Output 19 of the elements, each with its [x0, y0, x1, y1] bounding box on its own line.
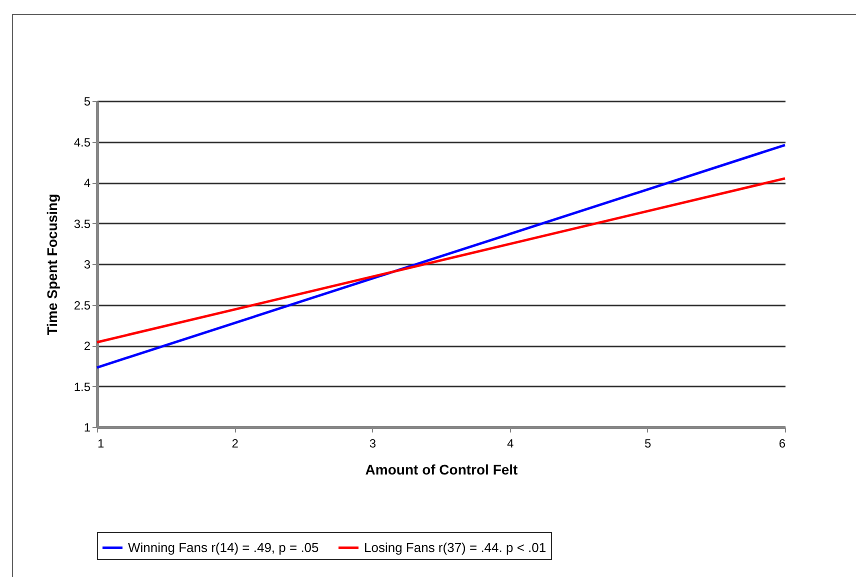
y-tick-label: 3: [84, 258, 91, 272]
y-tick-label: 2: [84, 339, 91, 353]
y-tick-label: 1.5: [74, 380, 91, 394]
y-axis-title: Time Spent Focusing: [44, 194, 60, 336]
x-tick-label: 6: [778, 436, 786, 450]
x-tick-label: 4: [506, 436, 514, 450]
x-tick-label: 5: [644, 436, 652, 450]
y-tick-label: 5: [84, 94, 91, 108]
y-tick-label: 4.5: [74, 135, 91, 150]
x-tick-label: 3: [369, 436, 376, 450]
x-tick-label: 2: [232, 436, 239, 450]
x-axis-title: Amount of Control Felt: [365, 462, 518, 478]
y-tick-label: 3.5: [74, 216, 91, 231]
legend-label: Winning Fans r(14) = .49, p = .05: [128, 540, 319, 555]
y-tick-label: 4: [84, 176, 91, 190]
x-tick-label: 1: [98, 436, 104, 450]
y-tick-label: 2.5: [74, 298, 91, 312]
y-tick-label: 1: [84, 420, 91, 434]
legend-label: Losing Fans r(37) = .44. p < .01: [364, 540, 546, 555]
